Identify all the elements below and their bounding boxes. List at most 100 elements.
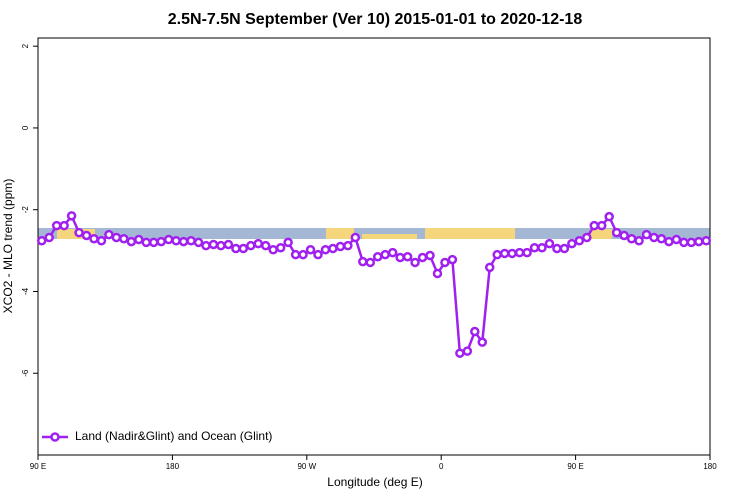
data-point — [402, 251, 413, 262]
x-tick-label: 0 — [439, 462, 444, 471]
data-point — [178, 236, 189, 247]
x-tick-label: 180 — [166, 462, 180, 471]
data-point — [440, 257, 450, 268]
data-point — [372, 251, 383, 262]
data-point — [238, 243, 249, 254]
y-tick-label: -2 — [21, 206, 30, 214]
data-point — [455, 348, 465, 358]
data-point — [604, 211, 614, 222]
data-point — [74, 227, 84, 238]
legend-marker — [50, 432, 60, 442]
data-point — [66, 211, 77, 221]
data-point — [537, 242, 547, 253]
data-point — [589, 220, 600, 231]
data-point — [141, 237, 152, 248]
data-point — [649, 232, 659, 243]
data-point — [253, 238, 264, 249]
data-point — [656, 233, 667, 244]
data-point — [694, 236, 704, 247]
data-point — [246, 240, 256, 251]
data-point — [275, 242, 286, 253]
data-point — [36, 236, 47, 246]
data-point — [335, 241, 346, 252]
x-tick-label: 90 E — [567, 462, 583, 471]
data-point — [171, 236, 181, 246]
data-point — [679, 237, 689, 248]
data-point — [664, 236, 674, 247]
data-point — [387, 247, 398, 258]
data-point — [96, 236, 107, 246]
data-point — [567, 238, 577, 249]
legend-label: Land (Nadir&Glint) and Ocean (Glint) — [75, 429, 272, 443]
data-point — [395, 252, 405, 263]
data-point — [596, 220, 607, 231]
data-point — [559, 243, 570, 254]
data-point — [477, 337, 488, 347]
data-point — [410, 257, 420, 268]
data-point — [320, 245, 331, 255]
data-point — [686, 237, 697, 248]
data-point — [268, 245, 278, 255]
data-point — [283, 237, 293, 248]
data-point — [499, 248, 510, 259]
data-point — [417, 252, 428, 263]
data-point — [634, 236, 644, 246]
data-point — [104, 229, 114, 240]
data-point — [223, 239, 234, 250]
plot-frame — [37, 37, 711, 456]
data-point — [432, 268, 443, 279]
data-point — [44, 232, 54, 243]
data-point — [193, 237, 204, 248]
data-point — [619, 230, 629, 241]
y-tick-label: 0 — [21, 125, 30, 130]
data-point — [380, 249, 390, 260]
y-tick-label: -4 — [21, 287, 30, 295]
data-point — [514, 247, 525, 258]
data-point — [701, 236, 712, 246]
data-point — [611, 227, 622, 238]
data-point — [156, 236, 166, 247]
data-point — [231, 243, 241, 254]
data-point — [470, 326, 480, 337]
data-point — [163, 234, 174, 245]
data-point — [425, 250, 435, 261]
data-point — [343, 240, 353, 251]
x-axis-label: Longitude (deg E) — [327, 475, 422, 489]
y-tick-label: -6 — [21, 369, 30, 377]
data-point — [305, 245, 316, 255]
data-point — [328, 243, 338, 254]
data-point — [59, 220, 69, 231]
x-tick-label: 180 — [703, 462, 717, 471]
x-tick-label: 90 W — [297, 462, 316, 471]
data-point — [119, 233, 129, 244]
data-point — [51, 220, 62, 231]
data-point — [260, 240, 271, 251]
data-point — [671, 234, 682, 245]
data-point — [641, 229, 652, 240]
y-tick-label: 2 — [21, 43, 30, 48]
data-point — [492, 249, 502, 260]
chart-title: 2.5N-7.5N September (Ver 10) 2015-01-01 … — [168, 11, 583, 28]
data-point — [111, 232, 122, 243]
data-point — [552, 243, 562, 254]
data-point — [148, 237, 159, 248]
data-point — [447, 254, 458, 265]
data-point — [298, 249, 308, 260]
data-point — [134, 234, 144, 245]
data-point — [350, 232, 361, 243]
data-point — [313, 249, 323, 260]
data-point — [358, 256, 368, 267]
data-point — [216, 240, 226, 251]
data-point — [81, 230, 92, 241]
y-axis-label: XCO2 - MLO trend (ppm) — [1, 179, 15, 314]
data-point — [126, 236, 137, 247]
data-point — [522, 247, 532, 258]
data-point — [574, 236, 585, 246]
data-point — [365, 257, 376, 268]
data-point — [529, 242, 540, 253]
data-point — [484, 262, 495, 273]
data-point — [507, 248, 517, 259]
data-point — [462, 346, 473, 356]
data-point — [582, 232, 592, 243]
